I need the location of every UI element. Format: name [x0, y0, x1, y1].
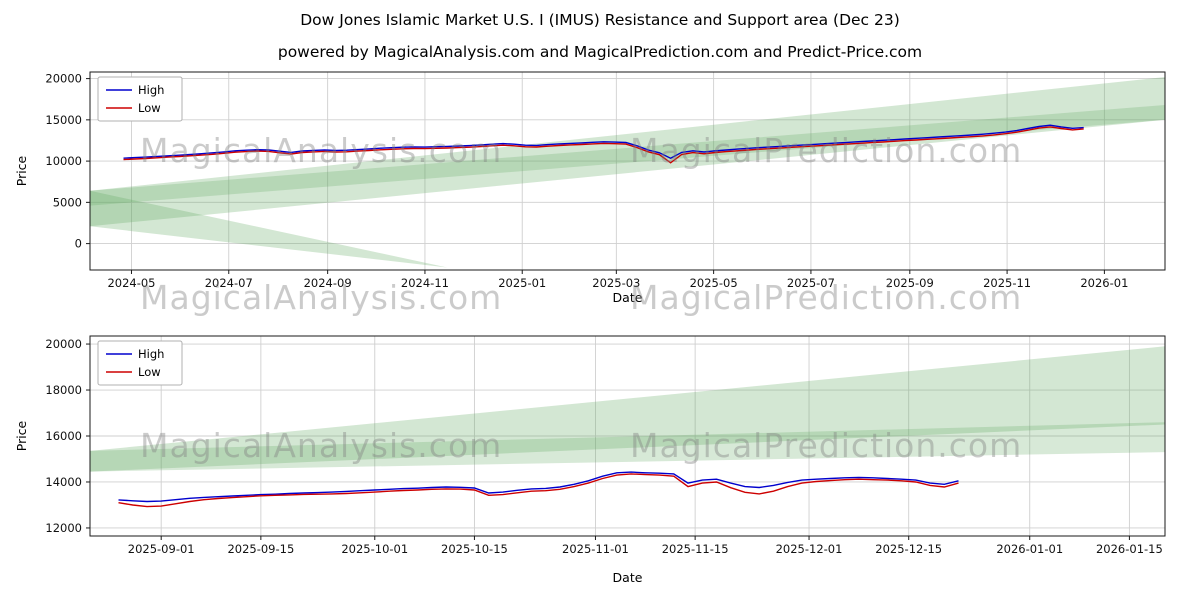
x-tick-label: 2025-07 [787, 276, 835, 290]
resistance-support-inner-band-area [90, 422, 1165, 472]
x-tick-label: 2024-09 [304, 276, 352, 290]
legend: High Low [97, 340, 183, 386]
x-tick-label: 2026-01-01 [996, 542, 1063, 556]
chart-subtitle: powered by MagicalAnalysis.com and Magic… [277, 43, 923, 61]
x-tick-label: 2024-05 [107, 276, 155, 290]
x-tick-label: 2025-03 [592, 276, 640, 290]
legend-high-label: High [138, 347, 164, 361]
x-tick-label: 2025-12-15 [875, 542, 942, 556]
y-tick-label: 16000 [45, 429, 82, 443]
x-tick-label: 2026-01-15 [1096, 542, 1163, 556]
x-tick-label: 2025-09-15 [227, 542, 294, 556]
y-tick-label: 14000 [45, 475, 82, 489]
x-axis-title: Date [613, 290, 643, 305]
legend-box [97, 76, 183, 122]
x-tick-label: 2025-09-01 [128, 542, 195, 556]
y-tick-label: 12000 [45, 521, 82, 535]
y-tick-label: 5000 [53, 195, 82, 209]
plot-border [89, 71, 1166, 271]
x-tick-label: 2025-12-01 [776, 542, 843, 556]
high-series-line [118, 471, 959, 503]
legend-box [97, 340, 183, 386]
x-tick-label: 2024-07 [205, 276, 253, 290]
y-tick-label: 15000 [45, 113, 82, 127]
y-tick-label: 20000 [45, 337, 82, 351]
x-tick-label: 2025-11-15 [662, 542, 729, 556]
legend-high-label: High [138, 83, 164, 97]
low-series-line [118, 473, 959, 508]
x-tick-label: 2026-01 [1080, 276, 1128, 290]
y-tick-label: 18000 [45, 383, 82, 397]
legend-low-label: Low [138, 101, 161, 115]
legend: High Low [97, 76, 183, 122]
x-axis-title: Date [613, 570, 643, 585]
resistance-support-inner-band-area [90, 105, 1165, 206]
resistance-support-outer-band-area [90, 77, 1165, 227]
support-wedge-band-area [90, 190, 448, 268]
x-tick-label: 2024-11 [401, 276, 449, 290]
x-tick-label: 2025-10-01 [341, 542, 408, 556]
low-series-line [123, 126, 1084, 164]
bottom-chart-svg: 2025-09-01 2025-09-15 2025-10-01 2025-10-15… [14, 335, 1166, 585]
x-tick-label: 2025-05 [690, 276, 738, 290]
y-tick-label: 10000 [45, 154, 82, 168]
x-tick-label: 2025-11-01 [562, 542, 629, 556]
y-axis-title: Price [14, 155, 29, 186]
top-chart: 2024-05 2024-07 2024-09 2024-11 2025-01 2025-… [0, 64, 1200, 316]
x-tick-label: 2025-01 [498, 276, 546, 290]
x-tick-label: 2025-11 [983, 276, 1031, 290]
chart-title: Dow Jones Islamic Market U.S. I (IMUS) R… [300, 11, 900, 29]
bottom-chart: 2025-09-01 2025-09-15 2025-10-01 2025-10-15… [0, 328, 1200, 596]
x-tick-label: 2025-09 [886, 276, 934, 290]
high-series-line [123, 124, 1084, 159]
y-tick-label: 0 [75, 237, 82, 251]
x-tick-label: 2025-10-15 [441, 542, 508, 556]
y-tick-label: 20000 [45, 72, 82, 86]
legend-low-label: Low [138, 365, 161, 379]
y-axis-title: Price [14, 420, 29, 451]
resistance-support-outer-band-area [90, 346, 1165, 472]
top-chart-svg: 2024-05 2024-07 2024-09 2024-11 2025-01 2025-… [14, 71, 1166, 305]
